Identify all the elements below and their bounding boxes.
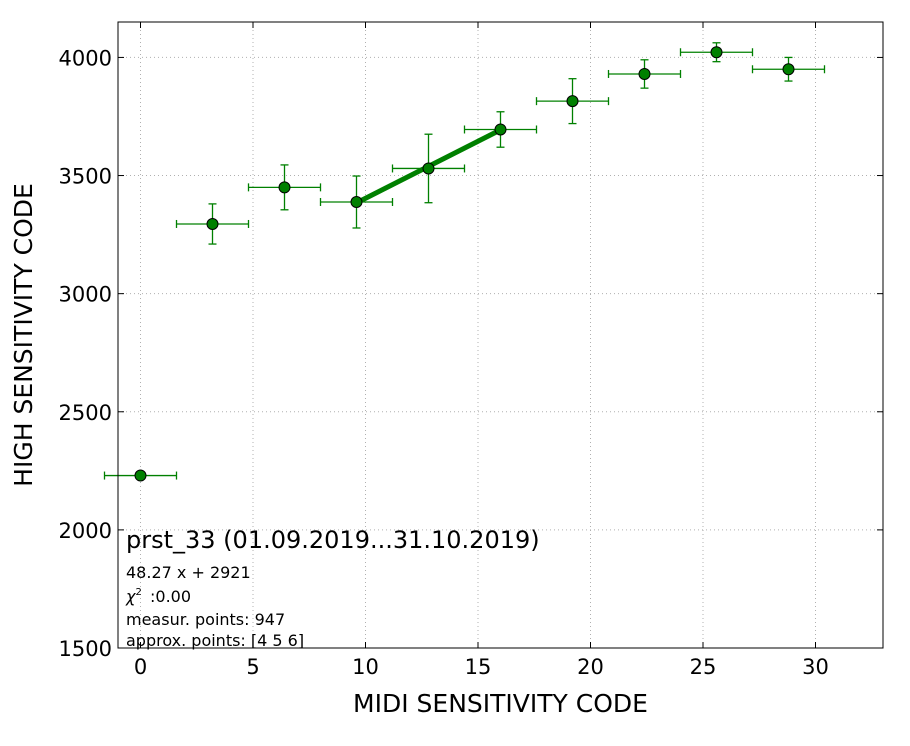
data-points-layer	[103, 42, 826, 482]
data-point-marker	[494, 123, 507, 136]
data-point-group	[391, 133, 466, 204]
data-point-group	[247, 164, 322, 211]
data-point-group	[751, 56, 826, 82]
annotation-chi2-value: :0.00	[150, 587, 191, 606]
annotation-equation: 48.27 x + 2921	[126, 563, 251, 582]
y-tick-label: 3000	[59, 283, 112, 307]
annotation-chi2: χ2 :0.00	[125, 587, 191, 606]
x-tick-label: 25	[690, 655, 717, 679]
data-point-marker	[422, 162, 435, 175]
data-point-group	[607, 59, 682, 89]
data-point-group	[103, 469, 178, 482]
x-tick-label: 5	[246, 655, 259, 679]
axis-ticks: 0 5 10 15 20 25 30 1500 2000 2500 3000 3500 4000	[59, 22, 883, 679]
x-tick-label: 30	[802, 655, 829, 679]
annotation-measur-points: measur. points: 947	[126, 610, 285, 629]
data-point-marker	[278, 181, 291, 194]
plot-frame	[117, 21, 884, 649]
y-axis-label: HIGH SENSITIVITY CODE	[9, 183, 38, 487]
x-tick-label: 10	[352, 655, 379, 679]
data-point-marker	[782, 63, 795, 76]
annotation-approx-points: approx. points: [4 5 6]	[126, 631, 304, 650]
y-tick-label: 2000	[59, 519, 112, 543]
x-tick-label: 0	[134, 655, 147, 679]
data-point-group	[535, 78, 610, 125]
grid	[118, 22, 883, 649]
data-point-group	[319, 175, 394, 229]
data-point-group	[463, 111, 538, 148]
data-point-group	[679, 42, 754, 63]
data-point-marker	[134, 469, 147, 482]
y-tick-label: 4000	[59, 46, 112, 70]
data-point-marker	[206, 217, 219, 230]
data-point-marker	[638, 67, 651, 80]
x-tick-label: 15	[465, 655, 492, 679]
x-tick-label: 20	[577, 655, 604, 679]
y-tick-label: 2500	[59, 401, 112, 425]
data-point-marker	[350, 196, 363, 209]
chi2-symbol: χ2	[125, 587, 142, 606]
annotation-block: prst_33 (01.09.2019...31.10.2019) 48.27 …	[125, 526, 540, 650]
data-point-marker	[566, 95, 579, 108]
x-axis-label: MIDI SENSITIVITY CODE	[353, 689, 648, 718]
data-point-marker	[710, 46, 723, 59]
y-tick-label: 3500	[59, 165, 112, 189]
data-point-group	[175, 203, 250, 245]
y-tick-label: 1500	[59, 637, 112, 661]
annotation-title: prst_33 (01.09.2019...31.10.2019)	[126, 526, 540, 554]
